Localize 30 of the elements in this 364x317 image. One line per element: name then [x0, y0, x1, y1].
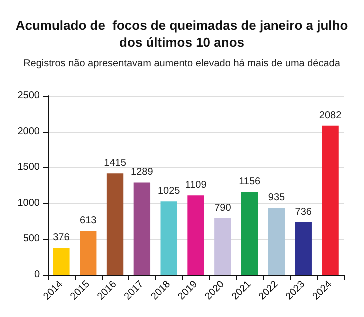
bar — [53, 248, 70, 275]
y-tick-label: 500 — [23, 234, 40, 245]
bar — [160, 202, 178, 275]
y-tick-label: 1000 — [18, 198, 40, 209]
data-label: 613 — [80, 216, 98, 227]
bar — [214, 218, 232, 275]
y-tick-label: 1500 — [18, 162, 40, 174]
data-label: 1156 — [239, 176, 262, 188]
bar — [295, 222, 312, 275]
chart-title: Acumulado de focos de queimadas de janeiro a julho dos últimos 10 anos — [16, 18, 348, 50]
bar — [188, 196, 204, 275]
data-label: 1109 — [185, 180, 208, 192]
bar — [322, 126, 339, 275]
y-tick-label: 0 — [34, 270, 40, 280]
data-label: 1415 — [104, 158, 127, 170]
bar — [241, 192, 258, 275]
data-label: 2082 — [319, 110, 342, 122]
data-label: 1025 — [158, 186, 181, 198]
bar — [80, 231, 97, 275]
bar — [106, 174, 124, 275]
y-tick-label: 2500 — [18, 90, 40, 102]
y-tick-label: 2000 — [18, 126, 40, 138]
data-label: 935 — [268, 192, 286, 204]
data-label: 790 — [214, 202, 232, 214]
bar — [134, 182, 151, 275]
data-label: 376 — [53, 232, 70, 244]
data-label: 1289 — [131, 167, 154, 178]
bar — [268, 208, 286, 275]
data-label: 736 — [295, 206, 312, 218]
chart-subtitle: Registros não apresentavam aumento elevado há mais de uma década — [24, 58, 341, 70]
